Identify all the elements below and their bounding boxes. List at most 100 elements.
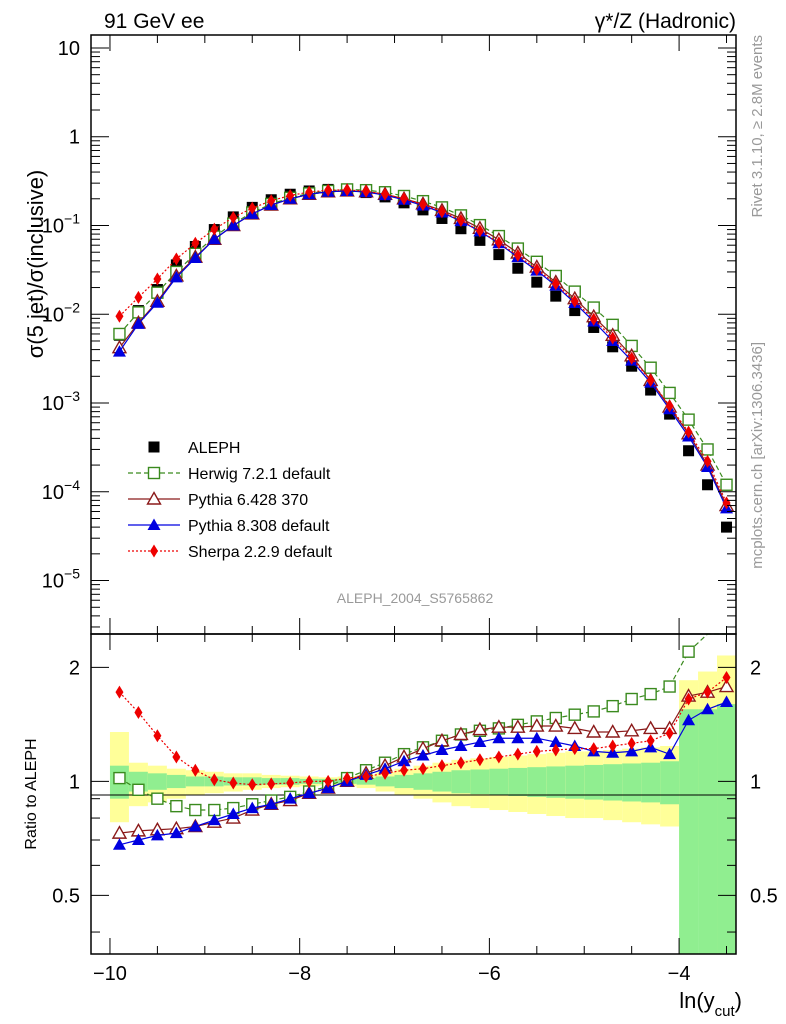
main-point-sherpa-2-2-9-default xyxy=(589,312,598,326)
ratio-point-herwig-7-2-1-default xyxy=(113,771,126,785)
ratio-point-sherpa-2-2-9-default xyxy=(381,766,390,780)
main-y-tick-base: 10 xyxy=(42,393,64,415)
main-point-aleph xyxy=(455,223,467,235)
main-point-sherpa-2-2-9-default xyxy=(494,236,503,250)
ratio-point-herwig-7-2-1-default xyxy=(568,708,581,721)
ratio-band-stat xyxy=(451,770,471,794)
ratio-point-pythia-8-308-default xyxy=(131,833,145,846)
ratio-point-sherpa-2-2-9-default xyxy=(475,753,484,767)
main-point-sherpa-2-2-9-default xyxy=(267,194,276,208)
ratio-point-sherpa-2-2-9-default xyxy=(684,692,693,706)
ratio-point-sherpa-2-2-9-default xyxy=(191,763,200,777)
ratio-y-tick-label-left: 0.5 xyxy=(52,885,80,907)
main-y-axis-label: σ(5 jet)/σ(inclusive) xyxy=(23,170,48,359)
legend-marker-herwig-7-2-1-default xyxy=(147,466,161,480)
main-point-aleph xyxy=(626,360,638,372)
ratio-band-stat xyxy=(508,767,528,796)
main-y-tick-label: 10−5 xyxy=(42,566,80,593)
main-point-sherpa-2-2-9-default xyxy=(722,496,731,510)
ratio-point-herwig-7-2-1-default xyxy=(189,803,202,817)
ratio-point-sherpa-2-2-9-default xyxy=(722,671,731,685)
x-tick-label: −10 xyxy=(93,963,127,985)
main-line-sherpa-2-2-9-default xyxy=(119,189,728,504)
main-y-tick-base: 10 xyxy=(58,38,80,60)
ratio-band-stat xyxy=(432,771,452,792)
main-marks xyxy=(111,183,735,533)
main-point-aleph xyxy=(683,445,695,457)
ratio-point-pythia-8-308-default xyxy=(397,754,411,767)
legend-marker-pythia-8-308-default xyxy=(147,518,161,530)
main-point-sherpa-2-2-9-default xyxy=(456,213,465,227)
ratio-point-pythia-8-308-default xyxy=(625,744,639,757)
main-y-tick-exponent: −2 xyxy=(64,299,80,315)
main-y-tick-label: 10−3 xyxy=(42,388,80,415)
ratio-y-tick-label-right: 2 xyxy=(750,657,761,679)
ratio-point-pythia-8-308-default xyxy=(549,735,563,748)
main-point-sherpa-2-2-9-default xyxy=(115,309,124,323)
main-y-tick-label: 10−2 xyxy=(42,299,80,326)
ratio-y-tick-label-left: 2 xyxy=(69,657,80,679)
ratio-band-stat xyxy=(147,773,167,790)
main-point-pythia-8-308-default xyxy=(226,219,240,231)
legend-marker-pythia-6-428-370 xyxy=(146,491,162,505)
main-point-sherpa-2-2-9-default xyxy=(248,201,257,215)
main-y-tick-base: 10 xyxy=(42,571,64,593)
main-y-tick-exponent: −1 xyxy=(64,211,80,227)
ratio-point-pythia-6-428-370 xyxy=(586,724,602,738)
ratio-point-pythia-8-308-default xyxy=(416,749,430,761)
legend-label-pythia-8-308-default: Pythia 8.308 default xyxy=(188,518,330,535)
main-y-tick-base: 10 xyxy=(42,216,64,238)
ratio-band-stat xyxy=(470,769,490,795)
main-point-sherpa-2-2-9-default xyxy=(153,272,162,286)
ratio-point-sherpa-2-2-9-default xyxy=(494,750,503,764)
x-tick-label: −4 xyxy=(668,963,691,985)
main-point-herwig-7-2-1-default xyxy=(701,443,714,456)
ratio-point-pythia-6-428-370 xyxy=(623,722,640,737)
main-point-pythia-8-308-default xyxy=(112,345,126,357)
ratio-y-tick-label-left: 1 xyxy=(69,771,80,793)
ratio-band-stat xyxy=(584,764,604,800)
main-point-aleph xyxy=(702,479,714,491)
ratio-point-pythia-8-308-default xyxy=(473,735,487,748)
ratio-point-sherpa-2-2-9-default xyxy=(437,759,446,773)
ratio-band-stat xyxy=(565,765,585,799)
main-point-sherpa-2-2-9-default xyxy=(191,236,200,250)
mcplots-label: mcplots.cern.ch [arXiv:1306.3436] xyxy=(749,342,766,569)
ratio-bands xyxy=(109,655,736,954)
ratio-band-stat xyxy=(489,768,509,796)
ratio-point-sherpa-2-2-9-default xyxy=(343,771,352,785)
ratio-point-sherpa-2-2-9-default xyxy=(267,777,276,791)
ratio-point-sherpa-2-2-9-default xyxy=(456,756,465,770)
x-axis-label: ln(ycut) xyxy=(679,988,742,1020)
ratio-point-pythia-6-428-370 xyxy=(642,720,659,735)
ratio-band-stat xyxy=(698,709,718,954)
ratio-marks xyxy=(111,633,735,850)
ratio-band-stat xyxy=(375,776,395,787)
main-point-aleph xyxy=(512,262,524,274)
ratio-point-sherpa-2-2-9-default xyxy=(551,743,560,757)
ratio-point-sherpa-2-2-9-default xyxy=(627,736,636,750)
main-point-aleph xyxy=(550,290,562,302)
legend-label-pythia-6-428-370: Pythia 6.428 370 xyxy=(188,492,308,509)
main-point-sherpa-2-2-9-default xyxy=(475,224,484,238)
main-y-tick-base: 10 xyxy=(42,482,64,504)
ratio-point-herwig-7-2-1-default xyxy=(132,783,145,796)
ratio-band-stat xyxy=(603,764,623,801)
main-point-sherpa-2-2-9-default xyxy=(381,187,390,201)
ratio-point-pythia-8-308-default xyxy=(302,786,316,799)
ratio-point-pythia-8-308-default xyxy=(112,838,126,850)
ratio-point-sherpa-2-2-9-default xyxy=(608,739,617,753)
ratio-band-stat xyxy=(394,774,414,789)
ratio-point-sherpa-2-2-9-default xyxy=(646,734,655,748)
main-point-sherpa-2-2-9-default xyxy=(646,373,655,387)
ratio-y-axis-label: Ratio to ALEPH xyxy=(23,738,40,849)
legend-marker-sherpa-2-2-9-default xyxy=(150,544,158,558)
ratio-band-stat xyxy=(185,776,205,787)
ratio-band-stat xyxy=(622,763,642,802)
main-point-sherpa-2-2-9-default xyxy=(570,294,579,308)
ratio-band-stat xyxy=(641,762,661,803)
ratio-point-pythia-8-308-default xyxy=(530,731,544,744)
ratio-point-pythia-8-308-default xyxy=(454,739,468,751)
main-point-aleph xyxy=(588,321,600,333)
